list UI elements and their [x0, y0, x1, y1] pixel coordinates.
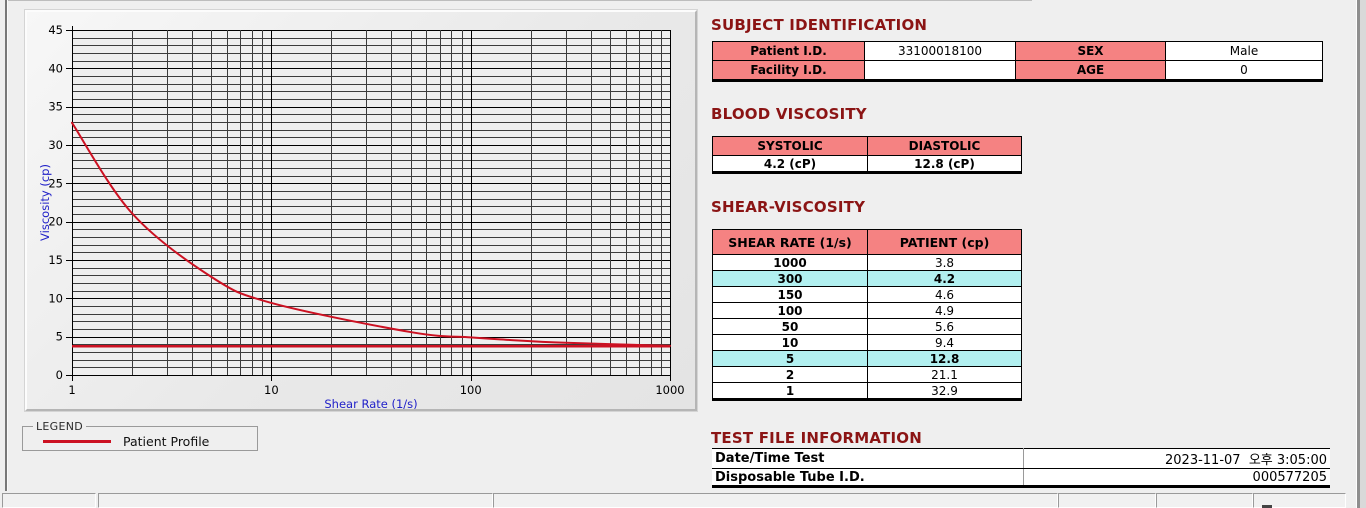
sex-label: SEX: [1015, 41, 1166, 61]
shear-rate-cell: 2: [712, 366, 868, 383]
shear-rate-cell: 10: [712, 334, 868, 351]
x-axis-label: Shear Rate (1/s): [324, 397, 417, 409]
diastolic-value: 12.8 (cP): [867, 155, 1022, 173]
date-time-test-label: Date/Time Test: [712, 448, 1024, 469]
patient-cp-cell: 5.6: [867, 318, 1022, 335]
patient-id-label: Patient I.D.: [712, 41, 865, 61]
window-right-border-highlight: [1356, 0, 1357, 508]
patient-profile-curve: [71, 121, 671, 347]
shear-viscosity-title: SHEAR-VISCOSITY: [711, 198, 866, 216]
shear-row-1000: 1000 3.8: [712, 254, 1022, 271]
y-tick-label: 20: [48, 215, 63, 229]
patient-cp-cell: 4.9: [867, 302, 1022, 319]
shear-rate-cell: 1000: [712, 254, 868, 271]
shear-rate-cell: 100: [712, 302, 868, 319]
patient-cp-cell: 12.8: [867, 350, 1022, 367]
window-left-border-highlight: [7, 0, 8, 491]
table-row: Facility I.D. AGE 0: [712, 60, 1323, 81]
date-time-test-value: 2023-11-07 오후 3:05:00: [1023, 448, 1330, 469]
shear-row-2: 2 21.1: [712, 366, 1022, 383]
shear-row-300: 300 4.2: [712, 270, 1022, 287]
status-panel-3: [493, 493, 1058, 508]
x-tick-label: 1: [68, 383, 75, 397]
shear-row-5: 5 12.8: [712, 350, 1022, 367]
shear-rate-cell: 1: [712, 382, 868, 400]
legend-box: LEGEND Patient Profile: [22, 420, 258, 451]
age-value: 0: [1165, 60, 1323, 81]
table-row: SYSTOLIC DIASTOLIC: [712, 136, 1022, 156]
disposable-tube-id-value: 000577205: [1023, 468, 1330, 488]
test-file-information-table: Date/Time Test 2023-11-07 오후 3:05:00 Dis…: [712, 448, 1330, 488]
legend-line-swatch: [43, 440, 111, 443]
legend-box-label: LEGEND: [36, 420, 84, 433]
y-tick-label: 40: [48, 61, 63, 75]
table-row: Patient I.D. 33100018100 SEX Male: [712, 41, 1323, 61]
shear-rate-cell: 300: [712, 270, 868, 287]
blood-viscosity-title: BLOOD VISCOSITY: [711, 105, 867, 123]
shear-rate-cell: 50: [712, 318, 868, 335]
status-panel-5: [1156, 493, 1253, 508]
age-label: AGE: [1015, 60, 1166, 81]
cutoff-status-text: [1262, 505, 1272, 508]
status-panel-1: [2, 493, 96, 508]
x-tick-label: 100: [460, 383, 482, 397]
window-left-border: [5, 0, 7, 491]
window-right-border-outer: [1360, 0, 1366, 508]
window-top-border: [8, 0, 1032, 1]
y-tick-label: 45: [48, 23, 63, 37]
shear-row-1: 1 32.9: [712, 382, 1022, 400]
shear-viscosity-table: SHEAR RATE (1/s) PATIENT (cp) 1000 3.8 300…: [712, 229, 1022, 401]
x-tick-label: 1000: [655, 383, 684, 397]
systolic-value: 4.2 (cP): [712, 155, 868, 173]
shear-row-100: 100 4.9: [712, 302, 1022, 319]
patient-id-value: 33100018100: [864, 41, 1016, 61]
table-row: Disposable Tube I.D. 000577205: [712, 468, 1330, 488]
subject-identification-table: Patient I.D. 33100018100 SEX Male Facili…: [712, 41, 1323, 82]
patient-cp-cell: 4.6: [867, 286, 1022, 303]
y-tick-label: 0: [56, 368, 63, 382]
y-tick-label: 5: [56, 330, 63, 344]
status-panel-4: [1058, 493, 1156, 508]
facility-id-label: Facility I.D.: [712, 60, 865, 81]
y-tick-label: 15: [48, 253, 63, 267]
y-axis-label: Viscosity (cp): [38, 164, 52, 241]
y-tick-label: 10: [48, 291, 63, 305]
facility-id-value: [864, 60, 1016, 81]
shear-rate-header: SHEAR RATE (1/s): [712, 229, 868, 255]
diastolic-header: DIASTOLIC: [867, 136, 1022, 156]
x-tick-label: 10: [264, 383, 279, 397]
shear-row-50: 50 5.6: [712, 318, 1022, 335]
status-panel-2: [98, 493, 493, 508]
patient-cp-cell: 9.4: [867, 334, 1022, 351]
table-row: 4.2 (cP) 12.8 (cP): [712, 155, 1022, 173]
patient-cp-cell: 3.8: [867, 254, 1022, 271]
chart-panel: 0 5 10 15 20 25 30 35 40 45 1 10 100 1000 Viscosity (c…: [25, 10, 697, 411]
shear-rate-cell: 150: [712, 286, 868, 303]
disposable-tube-id-label: Disposable Tube I.D.: [712, 468, 1024, 488]
shear-row-150: 150 4.6: [712, 286, 1022, 303]
table-row: Date/Time Test 2023-11-07 오후 3:05:00: [712, 448, 1330, 469]
legend-series-label: Patient Profile: [123, 434, 210, 449]
y-tick-label: 25: [48, 176, 63, 190]
test-file-information-title: TEST FILE INFORMATION: [711, 429, 922, 447]
patient-cp-header: PATIENT (cp): [867, 229, 1022, 255]
blood-viscosity-table: SYSTOLIC DIASTOLIC 4.2 (cP) 12.8 (cP): [712, 136, 1022, 174]
table-header-row: SHEAR RATE (1/s) PATIENT (cp): [712, 229, 1022, 255]
window-right-border: [1357, 0, 1360, 508]
subject-identification-title: SUBJECT IDENTIFICATION: [711, 16, 928, 34]
y-tick-label: 30: [48, 138, 63, 152]
status-bar: [0, 493, 1366, 508]
shear-row-10: 10 9.4: [712, 334, 1022, 351]
patient-cp-cell: 4.2: [867, 270, 1022, 287]
patient-cp-cell: 32.9: [867, 382, 1022, 400]
shear-rate-cell: 5: [712, 350, 868, 367]
patient-cp-cell: 21.1: [867, 366, 1022, 383]
y-tick-label: 35: [48, 100, 63, 114]
systolic-header: SYSTOLIC: [712, 136, 868, 156]
viscosity-chart: 0 5 10 15 20 25 30 35 40 45 1 10 100 1000 Viscosity (c…: [38, 23, 685, 409]
sex-value: Male: [1165, 41, 1323, 61]
